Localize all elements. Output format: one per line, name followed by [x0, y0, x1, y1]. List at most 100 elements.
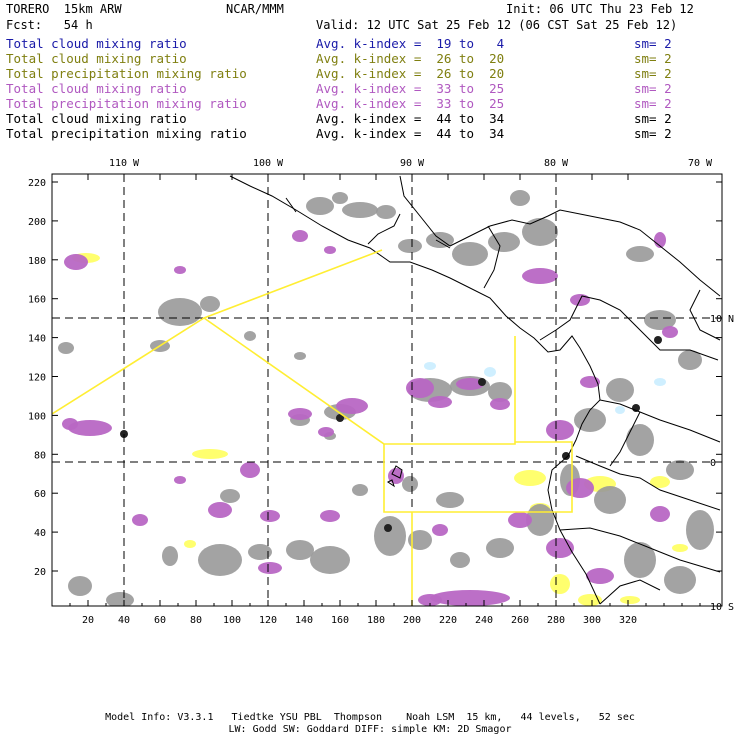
- y-tick-label: 220: [28, 178, 46, 189]
- cloud-blob: [208, 502, 232, 518]
- cloud-blob: [258, 562, 282, 574]
- latitude-label: 10 S: [710, 602, 734, 613]
- map-frame: [51, 173, 723, 607]
- cloud-blob: [342, 202, 378, 218]
- y-tick-label: 160: [28, 295, 46, 306]
- cloud-blob: [424, 362, 436, 370]
- cloud-blob: [546, 420, 574, 440]
- longitude-label: 110 W: [109, 158, 140, 169]
- axis-ticks: [52, 174, 722, 606]
- x-tick-label: 160: [331, 615, 349, 626]
- cloud-blob: [294, 352, 306, 360]
- domain-outlines: [52, 249, 573, 606]
- model-info-line-1: Model Info: V3.3.1 Tiedtke YSU PBL Thomp…: [105, 712, 635, 723]
- x-tick-label: 80: [190, 615, 202, 626]
- cloud-blob: [594, 486, 626, 514]
- legend-smoothing: sm= 2: [634, 81, 672, 96]
- cloud-blob: [406, 378, 434, 398]
- legend-smoothing: sm= 2: [634, 66, 672, 81]
- cloud-blob: [318, 427, 334, 437]
- cloud-blob: [68, 420, 112, 436]
- cloud-blob: [654, 378, 666, 386]
- x-tick-label: 320: [619, 615, 637, 626]
- legend-avg-k-index: Avg. k-index = 26 to 20: [316, 66, 505, 81]
- x-tick-label: 240: [475, 615, 493, 626]
- legend-smoothing: sm= 2: [634, 36, 672, 51]
- cloud-blob: [418, 594, 442, 606]
- cloud-blob: [606, 378, 634, 402]
- cloud-blob: [514, 470, 546, 486]
- x-tick-label: 280: [547, 615, 565, 626]
- legend-field: Total cloud mixing ratio: [6, 81, 187, 96]
- legend-smoothing: sm= 2: [634, 126, 672, 141]
- cloud-blob: [666, 460, 694, 480]
- latitude-label: 10 N: [710, 314, 734, 325]
- x-tick-label: 300: [583, 615, 601, 626]
- y-tick-label: 40: [34, 528, 46, 539]
- cloud-blob: [184, 540, 196, 548]
- legend-smoothing: sm= 2: [634, 51, 672, 66]
- cloud-blob: [106, 592, 134, 606]
- cloud-blob: [436, 492, 464, 508]
- legend-field: Total cloud mixing ratio: [6, 51, 187, 66]
- cloud-blob: [198, 544, 242, 576]
- legend-avg-k-index: Avg. k-index = 44 to 34: [316, 111, 505, 126]
- cloud-blob: [508, 512, 532, 528]
- cloud-blob: [310, 546, 350, 574]
- longitude-label: 80 W: [544, 158, 569, 169]
- cloud-blob: [158, 298, 202, 326]
- cloud-blob: [376, 205, 396, 219]
- cloud-blob: [452, 242, 488, 266]
- cloud-core: [562, 452, 570, 460]
- cloud-blob: [486, 538, 514, 558]
- cloud-blob: [450, 552, 470, 568]
- y-tick-label: 180: [28, 256, 46, 267]
- x-tick-label: 260: [511, 615, 529, 626]
- cloud-core: [336, 414, 344, 422]
- y-tick-label: 60: [34, 489, 46, 500]
- valid-time: Valid: 12 UTC Sat 25 Feb 12 (06 CST Sat …: [316, 18, 678, 32]
- cloud-blob: [320, 510, 340, 522]
- legend-field: Total precipitation mixing ratio: [6, 66, 247, 81]
- cloud-core: [654, 336, 662, 344]
- y-tick-label: 80: [34, 450, 46, 461]
- x-tick-label: 100: [223, 615, 241, 626]
- cloud-blob: [566, 478, 594, 498]
- cloud-blob: [288, 408, 312, 420]
- cloud-blob: [678, 350, 702, 370]
- latitude-label: 0: [710, 458, 716, 469]
- cloud-blob: [58, 342, 74, 354]
- x-tick-label: 60: [154, 615, 166, 626]
- cloud-blob: [374, 516, 406, 556]
- cloud-blob: [686, 510, 714, 550]
- cloud-blob: [672, 544, 688, 552]
- cloud-blob: [64, 254, 88, 270]
- legend-field: Total precipitation mixing ratio: [6, 96, 247, 111]
- cloud-blob: [620, 596, 640, 604]
- cloud-blob: [624, 542, 656, 578]
- cloud-fields: [58, 190, 714, 606]
- legend-smoothing: sm= 2: [634, 96, 672, 111]
- legend-avg-k-index: Avg. k-index = 33 to 25: [316, 81, 505, 96]
- cloud-blob: [332, 192, 348, 204]
- cloud-blob: [306, 197, 334, 215]
- x-tick-label: 220: [439, 615, 457, 626]
- cloud-blob: [192, 449, 228, 459]
- cloud-blob: [286, 540, 314, 560]
- cloud-blob: [644, 310, 676, 330]
- cloud-blob: [174, 476, 186, 484]
- cloud-blob: [662, 326, 678, 338]
- cloud-blob: [586, 568, 614, 584]
- cloud-blob: [430, 590, 510, 606]
- cloud-blob: [522, 218, 558, 246]
- cloud-blob: [626, 246, 654, 262]
- cloud-blob: [408, 530, 432, 550]
- cloud-blob: [488, 382, 512, 402]
- coastlines: [229, 175, 721, 605]
- cloud-blob: [132, 514, 148, 526]
- cloud-blob: [220, 489, 240, 503]
- cloud-blob: [248, 544, 272, 560]
- y-tick-label: 120: [28, 373, 46, 384]
- cloud-core: [384, 524, 392, 532]
